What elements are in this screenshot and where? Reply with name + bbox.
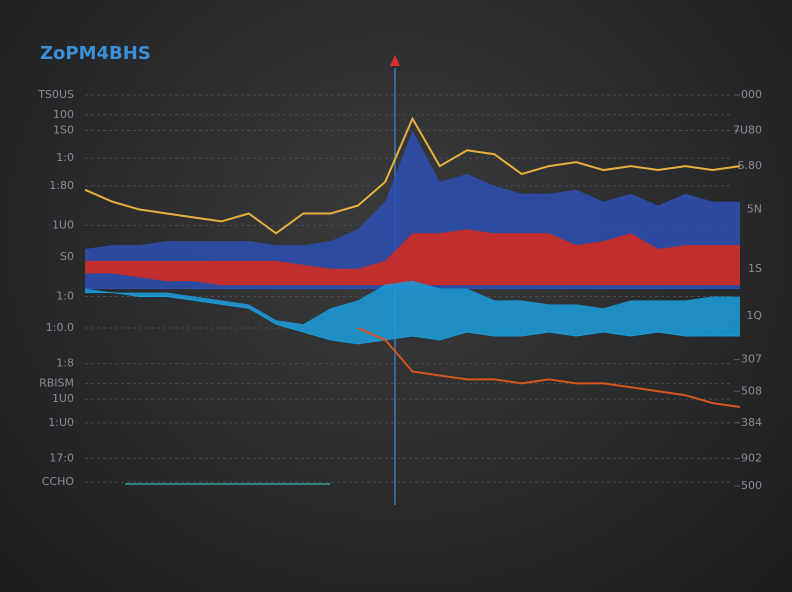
y-tick-label: 1:0 bbox=[56, 151, 74, 164]
y2-tick-label: 5N bbox=[747, 203, 762, 216]
series-line bbox=[357, 327, 741, 409]
y-tick-label: 1:0.0 bbox=[46, 321, 74, 334]
y2-tick-label: 000 bbox=[741, 88, 762, 101]
y2-tick-label: 1S bbox=[748, 262, 762, 275]
series-line bbox=[84, 116, 741, 235]
y-tick-label: 17:0 bbox=[49, 451, 74, 464]
y-tick-label: 1:80 bbox=[49, 179, 74, 192]
y-tick-label: 1:0 bbox=[56, 289, 74, 302]
y-tick-label: 1:U0 bbox=[48, 416, 74, 429]
y2-tick-label: 1Q bbox=[746, 309, 762, 322]
y-tick-label: 1:8 bbox=[56, 357, 74, 370]
y-tick-label: 1S0 bbox=[53, 124, 74, 137]
series-area bbox=[85, 280, 740, 344]
y-tick-label: TS0US bbox=[37, 88, 74, 101]
y-tick-label: CCHO bbox=[42, 475, 75, 488]
y2-tick-label: 307 bbox=[741, 353, 762, 366]
y2-tick-label: 500 bbox=[741, 479, 762, 492]
series-area-low bbox=[85, 292, 740, 345]
y2-tick-label: 384 bbox=[741, 416, 762, 429]
y-tick-label: S0 bbox=[60, 250, 74, 263]
y2-tick-label: 7U80 bbox=[733, 124, 762, 137]
marker-triangle bbox=[390, 55, 400, 66]
y2-tick-label: S.80 bbox=[738, 159, 762, 172]
y-tick-label: 1U0 bbox=[52, 218, 74, 231]
y-tick-label: RBISM bbox=[39, 376, 74, 389]
y-tick-label: 100 bbox=[53, 108, 74, 121]
chart-title: ZoPM4BHS bbox=[40, 43, 151, 64]
series-area bbox=[85, 229, 740, 285]
y2-tick-label: 902 bbox=[741, 451, 762, 464]
y-tick-label: 1U0 bbox=[52, 392, 74, 405]
y2-tick-label: 508 bbox=[741, 384, 762, 397]
